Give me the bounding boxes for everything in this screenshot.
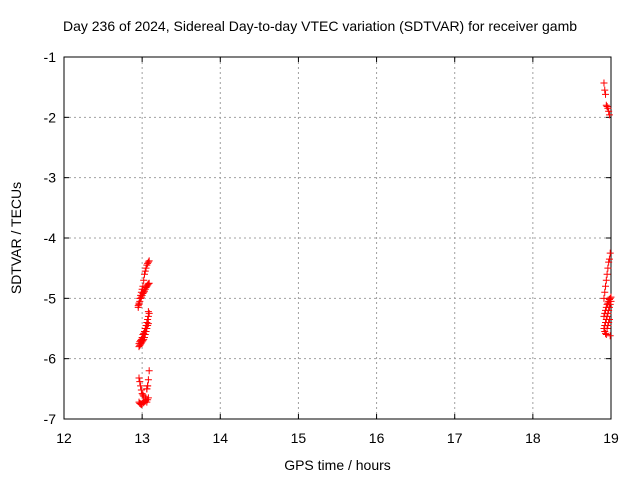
data-point: [602, 90, 610, 98]
data-point: [143, 385, 151, 393]
x-axis-ticks: 12 13 14 15 16 17 18 19: [56, 57, 619, 446]
y-tick-label: -5: [44, 290, 57, 306]
data-point: [605, 306, 613, 314]
data-point: [603, 270, 611, 278]
data-point: [138, 291, 146, 299]
x-axis-label: GPS time / hours: [284, 457, 391, 473]
data-point: [144, 315, 152, 323]
data-point: [606, 332, 614, 340]
data-point: [605, 303, 613, 311]
data-point: [607, 297, 615, 305]
data-point: [603, 102, 611, 110]
data-point: [145, 367, 153, 375]
data-point: [604, 321, 612, 329]
y-tick-label: -6: [44, 351, 57, 367]
data-point: [605, 111, 613, 119]
data-point: [605, 107, 613, 115]
data-point: [137, 382, 145, 390]
data-point: [606, 294, 614, 302]
data-point: [137, 386, 145, 394]
data-point: [605, 315, 613, 323]
y-axis-ticks: -1 -2 -3 -4 -5 -6 -7: [44, 49, 611, 427]
chart-title: Day 236 of 2024, Sidereal Day-to-day VTE…: [62, 18, 578, 34]
plot-border: [63, 56, 612, 420]
data-point: [602, 101, 610, 109]
data-point: [602, 276, 610, 284]
y-tick-label: -3: [44, 170, 57, 186]
data-point: [605, 258, 613, 266]
data-point: [141, 285, 149, 293]
y-tick-label: -4: [44, 230, 57, 246]
data-point: [603, 325, 611, 332]
data-point: [140, 288, 148, 296]
data-point: [140, 287, 148, 295]
data-point: [136, 378, 144, 386]
data-point: [144, 382, 152, 390]
x-tick-label: 18: [525, 430, 541, 446]
data-point: [140, 276, 148, 284]
grid-lines: [64, 57, 611, 419]
data-point: [601, 288, 609, 296]
data-point: [605, 318, 613, 326]
y-tick-label: -1: [44, 49, 57, 65]
data-point: [140, 335, 148, 343]
data-point: [604, 264, 612, 272]
data-point: [144, 308, 152, 316]
data-point: [135, 300, 143, 308]
data-point: [606, 249, 614, 257]
y-tick-label: -2: [44, 109, 57, 125]
data-point: [600, 294, 608, 302]
x-tick-label: 15: [291, 430, 307, 446]
data-point: [144, 320, 152, 328]
data-point: [604, 309, 612, 317]
data-point: [143, 318, 151, 326]
data-point: [600, 79, 608, 87]
data-point: [140, 392, 148, 400]
data-point: [144, 321, 152, 329]
data-point: [140, 270, 148, 278]
x-tick-label: 16: [369, 430, 385, 446]
data-point: [141, 267, 149, 275]
data-point: [143, 325, 151, 332]
data-point: [605, 255, 613, 263]
x-tick-label: 13: [134, 430, 150, 446]
data-point: [145, 309, 153, 317]
data-point: [136, 297, 144, 305]
data-point: [142, 396, 150, 404]
data-point: [602, 329, 610, 337]
x-tick-label: 19: [603, 430, 619, 446]
y-axis-label: SDTVAR / TECUs: [8, 181, 24, 295]
data-point: [144, 280, 152, 288]
y-tick-label: -7: [44, 411, 57, 427]
x-tick-label: 14: [212, 430, 228, 446]
x-tick-label: 17: [447, 430, 463, 446]
data-point: [138, 400, 146, 408]
data-point: [604, 104, 612, 112]
data-point: [137, 294, 145, 302]
data-point: [145, 257, 153, 265]
data-point: [141, 394, 149, 402]
data-point: [144, 281, 152, 289]
data-point: [606, 300, 614, 308]
data-point: [137, 293, 145, 301]
data-point: [143, 261, 151, 269]
data-point: [141, 331, 149, 339]
data-point: [145, 279, 153, 287]
data-point: [134, 303, 142, 311]
data-point: [602, 331, 610, 339]
x-tick-label: 12: [56, 430, 72, 446]
data-point: [140, 334, 148, 342]
data-point: [139, 337, 147, 345]
data-points: [134, 79, 615, 409]
data-point: [142, 328, 150, 336]
data-point: [144, 376, 152, 384]
data-point: [142, 264, 150, 272]
data-point: [135, 374, 143, 382]
data-point: [602, 282, 610, 290]
data-point: [601, 86, 609, 94]
data-point: [144, 258, 152, 266]
